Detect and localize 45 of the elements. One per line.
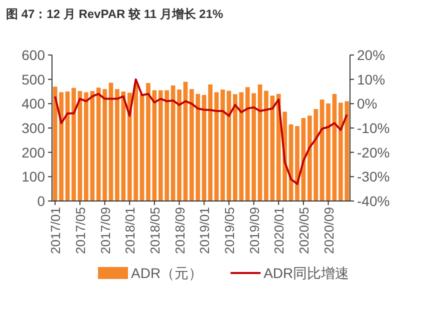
- bar: [72, 88, 76, 201]
- x-tick-label: 2017/05: [72, 207, 88, 254]
- bar: [177, 90, 182, 201]
- bar: [245, 87, 250, 201]
- y-tick-label: 400: [22, 96, 46, 112]
- x-tick-label: 2020/09: [321, 207, 336, 254]
- bar: [140, 94, 144, 201]
- bar: [295, 126, 300, 201]
- x-tick-label: 2017/01: [48, 207, 64, 254]
- x-tick-label: 2020/01: [272, 207, 287, 254]
- y2-tick-label: 0%: [357, 96, 378, 112]
- x-tick-label: 2020/05: [296, 207, 312, 254]
- bar: [170, 85, 176, 201]
- bar: [258, 84, 262, 201]
- x-tick-label: 2019/01: [197, 207, 212, 254]
- y2-tick-label: -30%: [357, 168, 390, 185]
- x-tick-label: 2018/05: [147, 207, 162, 254]
- y-tick-label: 100: [22, 168, 46, 185]
- y2-tick-label: 10%: [357, 71, 386, 88]
- bar: [326, 103, 330, 201]
- y-tick-label: 600: [22, 47, 46, 63]
- y-tick-label: 500: [22, 71, 46, 88]
- bar: [214, 92, 219, 201]
- legend-label: ADR（元）: [131, 265, 203, 281]
- bar: [96, 88, 101, 201]
- y2-tick-label: 20%: [357, 47, 386, 63]
- bar: [183, 82, 188, 201]
- x-tick-label: 2019/09: [246, 207, 262, 254]
- bar: [146, 82, 150, 201]
- y-tick-label: 300: [22, 120, 46, 136]
- bar: [102, 89, 107, 201]
- y-tick-label: 200: [22, 144, 46, 160]
- x-tick-label: 2017/09: [98, 207, 113, 254]
- y-tick-label: 0: [37, 193, 46, 209]
- bar: [108, 82, 114, 201]
- y2-tick-label: -10%: [357, 120, 390, 136]
- title: 图 47：12 月 RevPAR 较 11 月增长 21%: [6, 7, 224, 21]
- x-tick-label: 2018/01: [122, 207, 138, 254]
- y2-tick-label: -40%: [357, 193, 390, 209]
- x-tick-label: 2018/09: [172, 207, 188, 254]
- y2-tick-label: -20%: [357, 144, 390, 160]
- bar: [252, 93, 256, 201]
- legend-label: ADR同比增速: [264, 265, 350, 281]
- x-tick-label: 2019/05: [222, 207, 237, 254]
- bar: [220, 90, 225, 201]
